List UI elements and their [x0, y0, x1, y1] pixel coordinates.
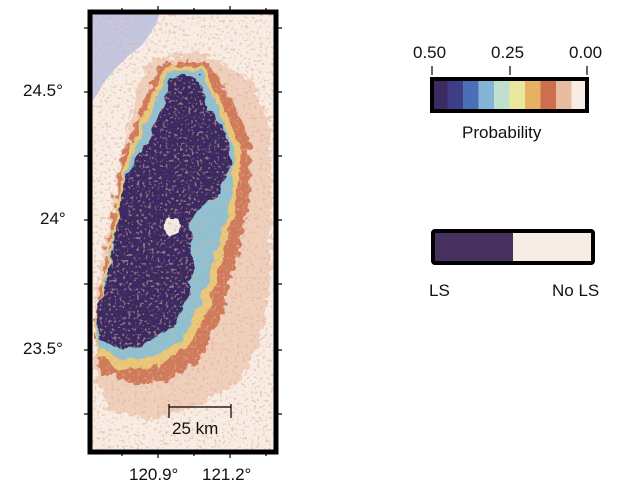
colorbar-cell	[478, 79, 495, 111]
probability-map	[84, 6, 282, 458]
colorbar-frame	[430, 77, 589, 113]
no-ls-label: No LS	[552, 281, 600, 300]
lon-label-120-9: 120.9°	[129, 465, 179, 484]
colorbar-cell	[540, 79, 557, 111]
lon-label-121-2: 121.2°	[202, 465, 252, 484]
lat-label-24-5: 24.5°	[23, 81, 63, 100]
lat-label-24: 24°	[40, 209, 66, 228]
probability-legend: 0.50 0.25 0.00 Probability	[400, 0, 636, 160]
lat-label-23-5: 23.5°	[23, 339, 63, 358]
probability-colorbar	[430, 66, 589, 113]
colorbar-cell	[463, 79, 479, 111]
prob-tick-0-00: 0.00	[569, 43, 603, 62]
binary-frame	[431, 229, 595, 265]
binary-colorbar	[431, 229, 595, 265]
colorbar-cell	[525, 79, 541, 111]
colorbar-cell	[494, 79, 510, 111]
colorbar-cell	[556, 79, 572, 111]
prob-tick-0-50: 0.50	[413, 43, 447, 62]
map-ticks	[84, 6, 282, 458]
colorbar-cell	[447, 79, 464, 111]
map-frame	[87, 9, 279, 455]
colorbar-cell	[509, 79, 526, 111]
scale-bar-label: 25 km	[172, 419, 219, 438]
no-ls-swatch	[513, 231, 593, 263]
ls-label: LS	[429, 281, 450, 300]
colorbar-cell	[432, 79, 448, 111]
speckle-texture	[90, 12, 276, 452]
binary-legend: LS No LS	[400, 220, 636, 310]
map-panel: 24.5° 24° 23.5° 120.9° 121.2° 25 km	[0, 0, 300, 494]
colorbar-cell	[571, 79, 588, 111]
prob-tick-0-25: 0.25	[491, 43, 525, 62]
probability-title: Probability	[462, 123, 542, 142]
scale-bar	[168, 404, 232, 418]
ls-swatch	[433, 231, 513, 263]
